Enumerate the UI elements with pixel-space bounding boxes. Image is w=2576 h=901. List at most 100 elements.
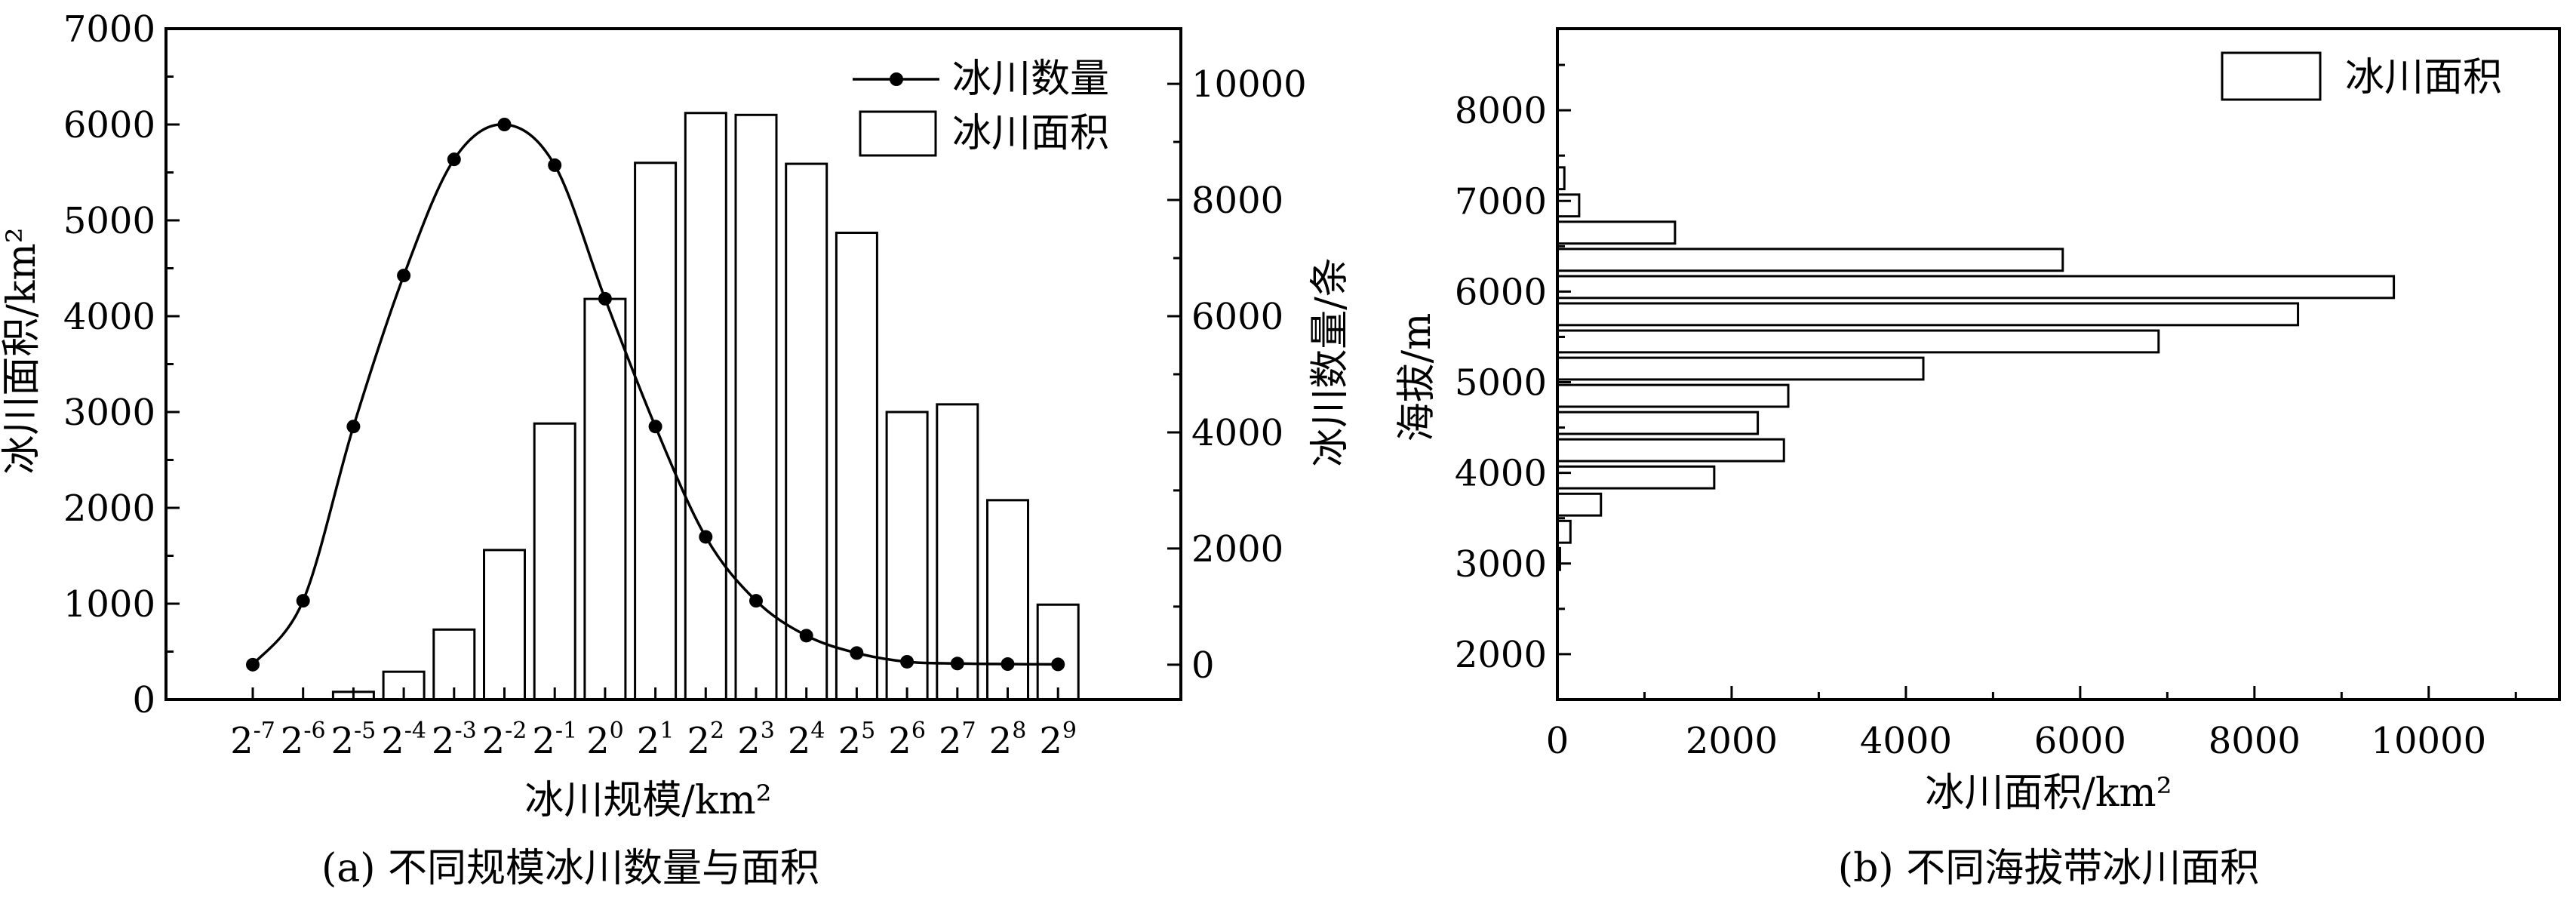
b-ytick-label-2: 4000 xyxy=(1455,453,1547,495)
b-legend-area-label: 冰川面积 xyxy=(2345,55,2502,100)
a-count-point-12 xyxy=(850,646,864,660)
a-xtick-exp-14: 7 xyxy=(962,718,976,744)
a-count-point-14 xyxy=(950,657,964,671)
b-xtick-label-3: 6000 xyxy=(2034,720,2126,762)
a-xtick-base-5: 2 xyxy=(482,720,506,762)
panel-b: 0 2000 4000 6000 8000 10000 2000 3000 4000 5000 60… xyxy=(1394,27,2561,891)
b-legend-bar-swatch xyxy=(2221,51,2322,101)
b-bar-13 xyxy=(1556,193,1581,218)
a-xtick-base-14: 2 xyxy=(939,720,962,762)
a-xtick-base-8: 2 xyxy=(637,720,660,762)
a-xtick-exp-7: 0 xyxy=(610,718,624,744)
a-xtick-base-2: 2 xyxy=(331,720,355,762)
a-count-point-8 xyxy=(648,420,662,434)
a-xtick-label-7: 20 xyxy=(586,718,624,762)
b-bar-9 xyxy=(1556,302,2300,327)
a-y2tick-label-3: 6000 xyxy=(1191,296,1283,338)
a-xtick-label-3: 2-4 xyxy=(381,718,426,762)
a-ylabel: 冰川面积/km² xyxy=(0,227,45,474)
a-xtick-exp-2: -5 xyxy=(354,718,376,744)
a-xtick-exp-8: 1 xyxy=(659,718,674,744)
a-bar-12 xyxy=(835,232,878,701)
a-bar-3 xyxy=(382,670,426,701)
a-xtick-label-12: 25 xyxy=(838,718,876,762)
a-xtick-base-16: 2 xyxy=(1039,720,1062,762)
b-ticks: 0 2000 4000 6000 8000 10000 2000 3000 4000 5000 60… xyxy=(1455,63,2517,762)
a-xtick-exp-11: 4 xyxy=(810,718,825,744)
a-xtick-base-3: 2 xyxy=(381,720,404,762)
a-bar-14 xyxy=(936,403,979,701)
a-y2tick-label-1: 2000 xyxy=(1191,528,1283,570)
a-xtick-label-2: 2-5 xyxy=(331,718,377,762)
a-xtick-base-6: 2 xyxy=(532,720,555,762)
b-caption: (b) 不同海拔带冰川面积 xyxy=(1838,846,2259,891)
a-count-point-16 xyxy=(1051,657,1065,672)
a-count-line xyxy=(251,123,1059,666)
a-count-point-7 xyxy=(598,291,612,306)
b-bar-8 xyxy=(1556,329,2160,354)
a-xtick-exp-4: -3 xyxy=(454,718,476,744)
a-count-point-0 xyxy=(246,657,260,672)
b-ytick-label-3: 5000 xyxy=(1455,362,1547,404)
b-bar-6 xyxy=(1556,383,1790,408)
a-legend-area-label: 冰川面积 xyxy=(952,111,1109,156)
a-count-point-13 xyxy=(900,654,915,669)
a-count-point-5 xyxy=(497,118,512,131)
a-xtick-base-10: 2 xyxy=(737,720,761,762)
b-bar-5 xyxy=(1556,411,1760,435)
a-legend-line-marker xyxy=(890,72,903,86)
a-xtick-exp-6: -1 xyxy=(555,718,577,744)
a-ytick-label-5: 5000 xyxy=(63,200,155,242)
a-xtick-base-15: 2 xyxy=(989,720,1013,762)
a-xtick-label-10: 23 xyxy=(737,718,775,762)
b-bar-12 xyxy=(1556,220,1677,245)
a-xtick-base-9: 2 xyxy=(687,720,710,762)
a-xtick-exp-1: -6 xyxy=(303,718,325,744)
a-xtick-exp-5: -2 xyxy=(505,718,527,744)
a-xtick-exp-16: 9 xyxy=(1062,718,1077,744)
a-xtick-exp-3: -4 xyxy=(404,718,426,744)
a-xtick-exp-9: 2 xyxy=(710,718,724,744)
a-line xyxy=(246,118,1065,672)
a-bar-16 xyxy=(1036,603,1080,701)
a-legend-count-label: 冰川数量 xyxy=(952,57,1109,102)
b-xlabel: 冰川面积/km² xyxy=(1925,770,2172,816)
b-ytick-label-5: 7000 xyxy=(1455,180,1547,223)
b-ytick-label-0: 2000 xyxy=(1455,634,1547,676)
a-xtick-label-13: 26 xyxy=(888,718,926,762)
b-ytick-label-1: 3000 xyxy=(1455,543,1547,586)
a-count-point-4 xyxy=(447,152,461,167)
b-bar-2 xyxy=(1556,492,1603,517)
a-count-point-1 xyxy=(296,594,310,608)
a-ytick-label-0: 0 xyxy=(132,679,155,721)
a-xtick-label-4: 2-3 xyxy=(432,718,477,762)
a-xtick-label-9: 22 xyxy=(687,718,724,762)
a-y2tick-label-5: 10000 xyxy=(1191,63,1307,106)
b-bar-4 xyxy=(1556,438,1785,463)
a-xtick-base-12: 2 xyxy=(838,720,862,762)
a-xtick-label-8: 21 xyxy=(637,718,675,762)
a-xtick-exp-0: -7 xyxy=(254,718,275,744)
b-xtick-label-4: 8000 xyxy=(2209,720,2301,762)
a-xtick-base-1: 2 xyxy=(281,720,304,762)
a-ytick-label-7: 7000 xyxy=(63,8,155,51)
a-ticks: 0100020003000400050006000700002000400060… xyxy=(63,8,1307,762)
a-y2tick-label-4: 8000 xyxy=(1191,180,1283,222)
b-bar-11 xyxy=(1556,248,2064,272)
a-count-point-6 xyxy=(548,158,562,172)
a-xtick-label-15: 28 xyxy=(989,718,1027,762)
a-ytick-label-6: 6000 xyxy=(63,104,155,146)
a-xtick-exp-15: 8 xyxy=(1012,718,1026,744)
a-bars xyxy=(331,112,1080,701)
b-bar-10 xyxy=(1556,275,2396,300)
a-legend-bar-swatch xyxy=(859,110,937,157)
a-count-point-11 xyxy=(799,629,813,643)
a-bar-6 xyxy=(533,422,576,701)
a-count-point-2 xyxy=(346,420,361,434)
a-xlabel: 冰川规模/km² xyxy=(524,778,771,823)
b-bar-7 xyxy=(1556,356,1925,381)
a-ytick-label-2: 2000 xyxy=(63,487,155,530)
a-bar-9 xyxy=(684,112,727,701)
a-bar-11 xyxy=(785,162,828,701)
